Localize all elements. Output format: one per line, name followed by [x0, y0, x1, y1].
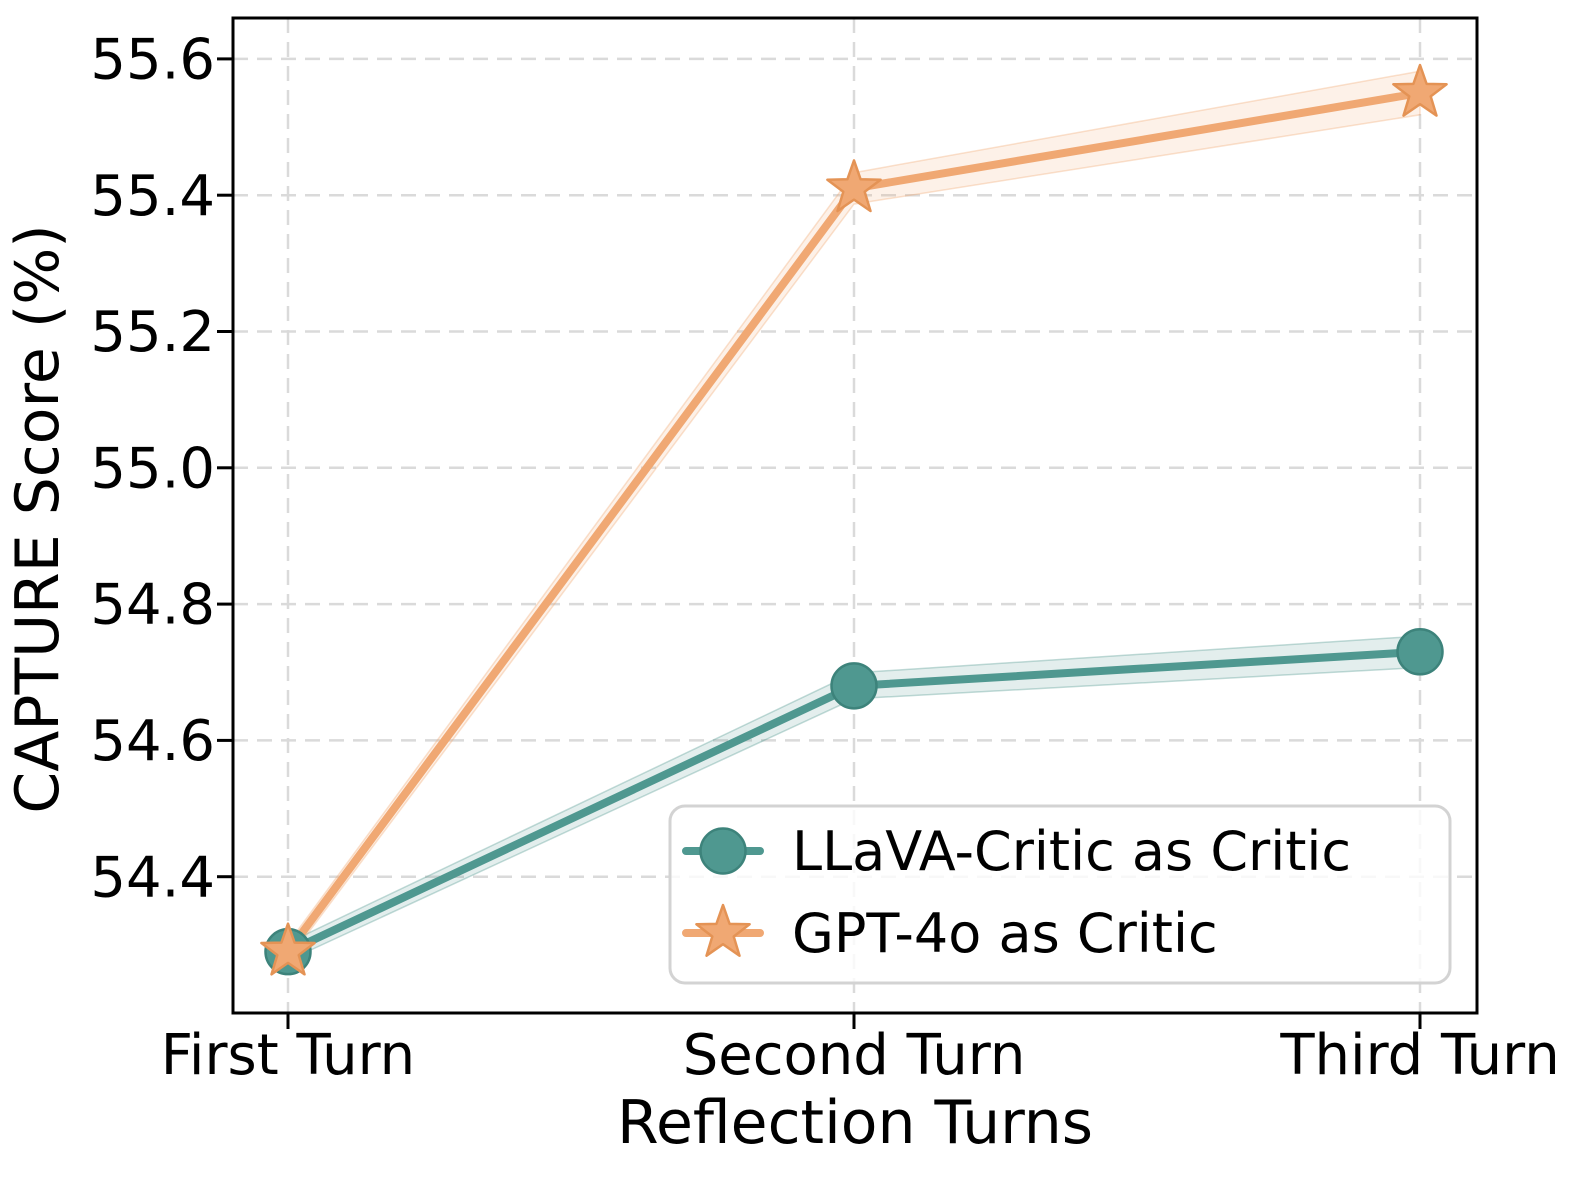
star-marker: [260, 922, 316, 976]
circle-marker: [830, 662, 878, 710]
data-markers: [260, 63, 1448, 976]
y-tick-label: 55.4: [90, 164, 215, 229]
y-axis-label: CAPTURE Score (%): [3, 224, 73, 813]
star-marker: [695, 903, 751, 957]
circle-marker: [1396, 628, 1444, 676]
tick-labels: 54.4 54.6 54.8 55.0 55.2 55.4 55.6 First Turn Se…: [90, 28, 1559, 1089]
star-marker: [826, 159, 882, 213]
legend-box: [668, 804, 1452, 985]
legend: LLaVA-Critic as Critic GPT-4o as Critic: [668, 804, 1452, 985]
y-tick-label: 54.6: [90, 709, 215, 774]
axis-ticks: [217, 57, 1422, 1029]
y-tick-label: 54.8: [90, 573, 215, 638]
x-tick-label: Third Turn: [1279, 1023, 1559, 1088]
y-tick-label: 55.0: [90, 436, 215, 501]
x-tick-label: First Turn: [161, 1023, 415, 1088]
y-tick-label: 55.6: [90, 28, 215, 93]
y-tick-label: 54.4: [90, 845, 215, 910]
circle-marker: [699, 827, 747, 875]
x-tick-label: Second Turn: [683, 1023, 1026, 1088]
x-axis-label: Reflection Turns: [617, 1088, 1093, 1158]
legend-item-label-llava-critic: LLaVA-Critic as Critic: [792, 820, 1351, 883]
legend-item-label-gpt4o: GPT-4o as Critic: [792, 902, 1218, 965]
y-tick-label: 55.2: [90, 300, 215, 365]
legend-samples: [682, 827, 764, 957]
star-marker: [1392, 63, 1448, 117]
